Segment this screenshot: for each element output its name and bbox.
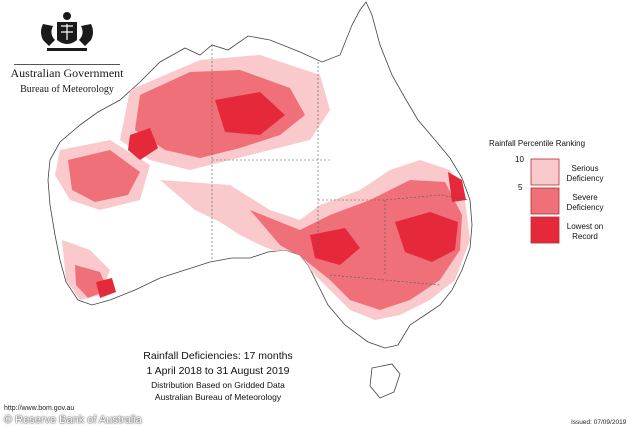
caption-title: Rainfall Deficiencies: 17 months	[143, 350, 293, 362]
legend-label-serious: Serious Deficiency	[566, 164, 604, 183]
logo-rule	[14, 64, 120, 65]
legend-title: Rainfall Percentile Ranking	[489, 139, 586, 148]
record-area-east	[395, 212, 458, 262]
bom-url: http://www.bom.gov.au	[4, 405, 75, 412]
state-borders	[211, 45, 471, 286]
record-area-north	[215, 92, 285, 135]
legend-tick-10: 10	[515, 155, 524, 164]
record-area-inland	[310, 228, 360, 265]
copyright-watermark: © Reserve Bank of Australia	[4, 414, 142, 426]
tasmania	[369, 363, 401, 399]
bureau-label: Bureau of Meteorology	[20, 84, 114, 95]
caption-period: 1 April 2018 to 31 August 2019	[146, 365, 290, 377]
bom-logo: Australian Government Bureau of Meteorol…	[8, 10, 126, 95]
severe-area-west	[68, 150, 140, 202]
legend-tick-5: 5	[518, 183, 523, 192]
legend-swatch-severe	[530, 187, 560, 215]
government-label: Australian Government	[10, 66, 124, 80]
coat-of-arms-icon	[41, 12, 93, 51]
map-caption: Rainfall Deficiencies: 17 months 1 April…	[108, 350, 328, 402]
record-area-west	[128, 128, 158, 160]
record-area-southwest	[96, 278, 116, 298]
deficiency-areas	[55, 55, 470, 320]
issued-date: Issued: 07/09/2019	[571, 419, 627, 426]
legend-swatch-record	[530, 216, 560, 244]
caption-basis: Distribution Based on Gridded Data	[151, 380, 285, 390]
legend-swatch-serious	[530, 158, 560, 186]
legend-label-record: Lowest on Record	[566, 222, 604, 241]
legend-label-severe: Severe Deficiency	[566, 193, 604, 212]
caption-source: Australian Bureau of Meteorology	[154, 392, 282, 402]
record-area-coast	[448, 172, 466, 202]
